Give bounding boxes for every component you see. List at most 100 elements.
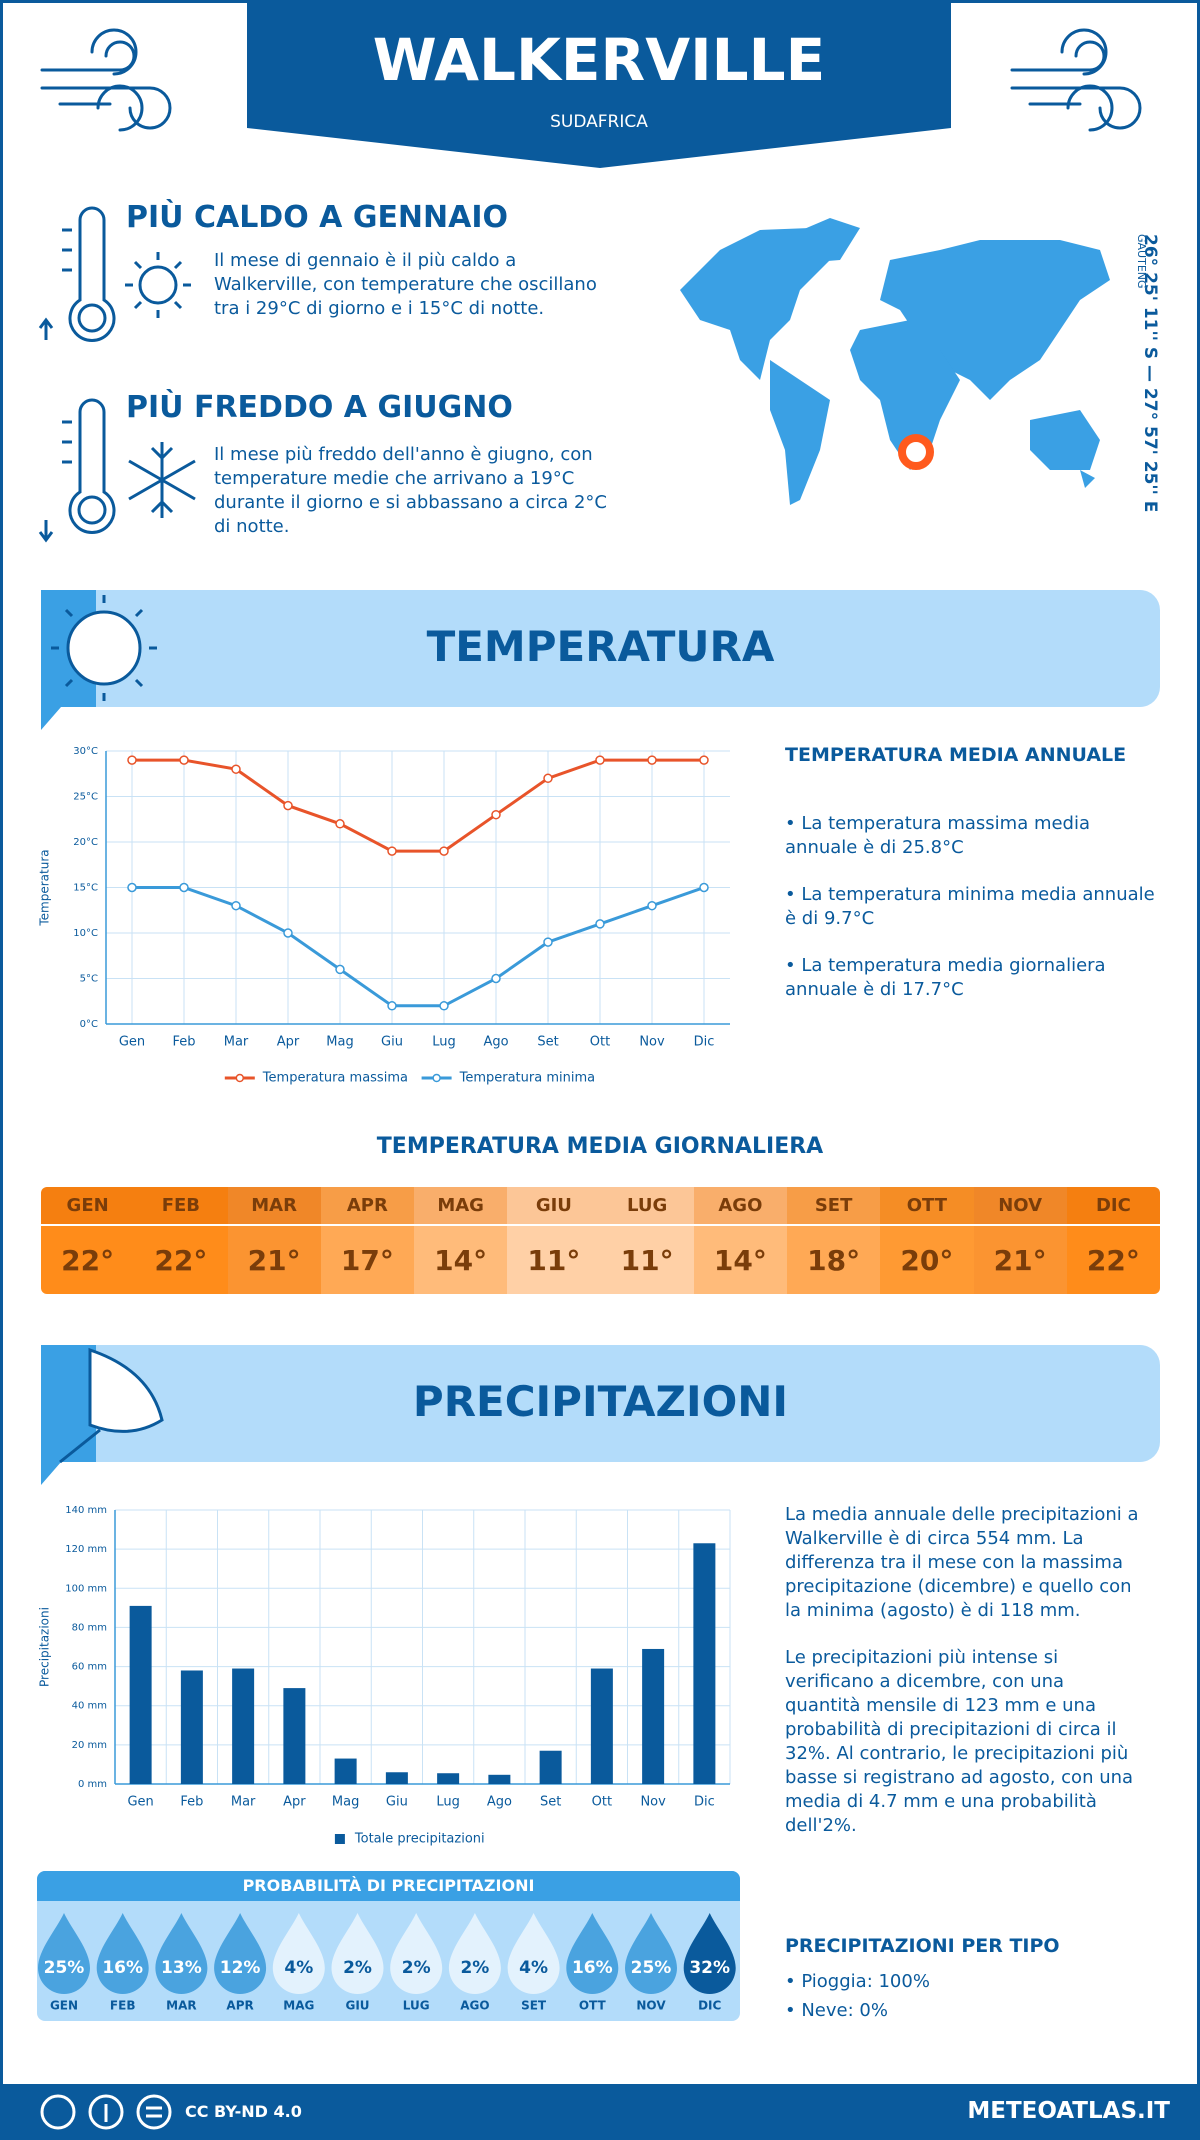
probability-drop — [214, 1913, 267, 1995]
data-point — [699, 755, 709, 765]
daily-temperature-table: GEN 22° FEB 22° MAR 21° APR 17° MAG 14° GIU 11° LUG 1… — [41, 1187, 1160, 1294]
data-point — [595, 755, 605, 765]
data-point — [699, 882, 709, 893]
bar — [590, 1668, 613, 1784]
city-title: WALKERVILLE — [372, 26, 826, 94]
y-tick-label: 40 mm — [72, 1701, 107, 1712]
daily-month: LUG — [600, 1187, 694, 1226]
data-point — [231, 900, 241, 911]
probability-drop — [566, 1913, 619, 1995]
daily-value: 22° — [41, 1226, 135, 1294]
daily-month: APR — [320, 1187, 414, 1226]
y-tick-label: 15°C — [73, 883, 98, 894]
annual-temperature-title: TEMPERATURA MEDIA ANNUALE — [785, 744, 1127, 766]
data-point — [127, 882, 137, 893]
x-tick-label: Mag — [332, 1795, 359, 1810]
data-point — [595, 919, 605, 929]
warmest-title: PIÙ CALDO A GENNAIO — [126, 200, 509, 235]
probability-month: APR — [226, 1999, 253, 2013]
daily-value: 22° — [1066, 1226, 1160, 1294]
y-tick-label: 0°C — [80, 1019, 98, 1030]
bar — [693, 1543, 716, 1784]
legend-label: Temperatura massima — [262, 1071, 408, 1086]
data-point — [283, 928, 293, 938]
data-point — [647, 900, 657, 911]
probability-month: SET — [521, 1999, 547, 2013]
wind-icon — [40, 28, 172, 132]
daily-column: AGO 14° — [693, 1187, 787, 1294]
probability-drop — [38, 1913, 90, 1994]
x-tick-label: Dic — [694, 1035, 715, 1050]
license: CC BY-ND 4.0 — [185, 2102, 302, 2121]
probability-month: MAG — [283, 1999, 314, 2013]
y-tick-label: 5°C — [80, 974, 98, 985]
x-tick-label: Set — [540, 1795, 561, 1810]
x-tick-label: Giu — [381, 1035, 403, 1050]
probability-value: 16% — [102, 1958, 143, 1978]
daily-value: 11° — [507, 1226, 601, 1294]
warmest-text: Il mese di gennaio è il più caldo a Walk… — [214, 250, 597, 319]
legend-swatch — [334, 1834, 345, 1844]
umbrella-icon — [59, 1347, 164, 1464]
probability-month: MAR — [166, 1999, 196, 2013]
y-tick-label: 80 mm — [72, 1622, 107, 1633]
probability-month: NOV — [636, 1999, 666, 2013]
probability-month: GIU — [345, 1999, 369, 2013]
daily-month: MAG — [414, 1187, 508, 1226]
daily-column: NOV 21° — [973, 1187, 1067, 1294]
data-point — [335, 819, 345, 829]
daily-column: APR 17° — [320, 1187, 414, 1294]
precipitation-type-item: • Pioggia: 100% — [785, 1971, 930, 1992]
y-axis-label: Temperatura — [38, 849, 52, 926]
daily-column: OTT 20° — [880, 1187, 974, 1294]
probability-month: LUG — [403, 1999, 430, 2013]
data-point — [491, 973, 501, 984]
daily-value: 14° — [414, 1226, 508, 1294]
probability-drop — [96, 1913, 149, 1994]
probability-drop — [683, 1913, 736, 1995]
bar — [232, 1668, 255, 1784]
daily-value: 21° — [227, 1226, 321, 1294]
x-tick-label: Ago — [483, 1035, 508, 1050]
daily-value: 18° — [787, 1226, 881, 1294]
x-tick-label: Giu — [386, 1795, 408, 1810]
precipitation-paragraph: La media annuale delle precipitazioni a … — [785, 1504, 1139, 1621]
data-point — [387, 1001, 397, 1011]
probability-value: 12% — [220, 1958, 261, 1978]
x-tick-label: Dic — [694, 1795, 715, 1810]
header-banner — [247, 0, 951, 168]
location-marker — [898, 434, 934, 470]
daily-column: MAR 21° — [227, 1187, 321, 1294]
y-tick-label: 140 mm — [65, 1505, 107, 1516]
probability-box — [37, 1871, 740, 2021]
probability-value: 4% — [284, 1958, 313, 1978]
y-tick-label: 20 mm — [72, 1740, 107, 1751]
bar — [642, 1648, 665, 1784]
daily-month: SET — [787, 1187, 881, 1226]
coldest-title: PIÙ FREDDO A GIUGNO — [126, 390, 513, 425]
y-tick-label: 25°C — [73, 792, 98, 803]
data-point — [283, 800, 293, 811]
x-tick-label: Ago — [487, 1795, 512, 1810]
probability-drop — [390, 1913, 443, 1995]
bar — [180, 1670, 203, 1784]
bar — [488, 1774, 511, 1784]
daily-temperature-title: TEMPERATURA MEDIA GIORNALIERA — [376, 1134, 824, 1159]
daily-column: MAG 14° — [414, 1187, 508, 1294]
x-tick-label: Feb — [180, 1795, 203, 1810]
y-tick-label: 20°C — [73, 837, 98, 848]
sun-icon — [51, 595, 157, 701]
y-tick-label: 10°C — [73, 928, 98, 939]
bar — [385, 1772, 408, 1784]
probability-drop — [155, 1913, 208, 1995]
probability-header — [37, 1871, 740, 1901]
x-tick-label: Lug — [436, 1795, 460, 1810]
precipitation-banner — [41, 1345, 1160, 1462]
footer-bar — [0, 2084, 1200, 2140]
probability-drop — [625, 1913, 677, 1994]
probability-value: 2% — [402, 1958, 431, 1978]
probability-value: 25% — [44, 1958, 85, 1978]
daily-value: 20° — [880, 1226, 974, 1294]
probability-drop — [507, 1913, 560, 1995]
